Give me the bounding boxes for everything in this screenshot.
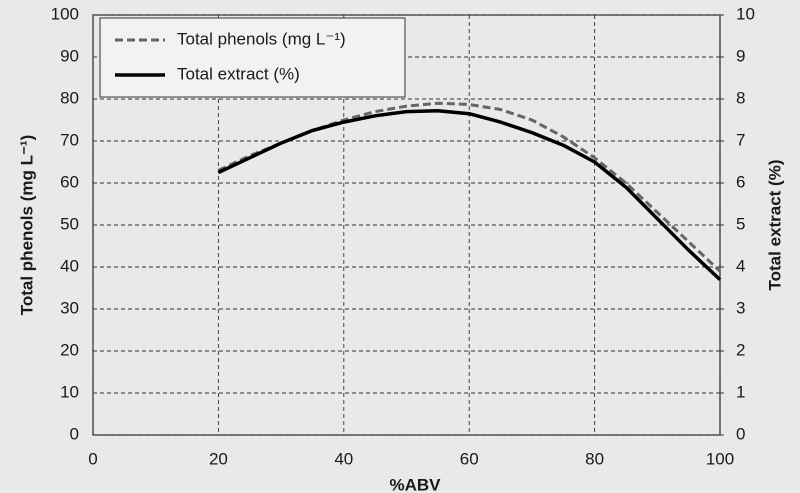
y-tick-label: 70 [60,130,79,149]
x-axis-title: %ABV [389,475,441,493]
y2-tick-label: 2 [736,340,745,359]
y2-tick-label: 4 [736,256,745,275]
x-tick-label: 80 [585,449,604,468]
y-tick-label: 10 [60,382,79,401]
y2-tick-label: 3 [736,298,745,317]
legend-label: Total phenols (mg L⁻¹) [177,29,346,48]
y-tick-label: 40 [60,256,79,275]
y-tick-label: 80 [60,88,79,107]
x-tick-label: 20 [209,449,228,468]
y-tick-label: 30 [60,298,79,317]
legend-box [99,17,406,98]
y-tick-label: 50 [60,214,79,233]
y2-tick-label: 0 [736,424,745,443]
y2-tick-label: 1 [736,382,745,401]
y-tick-label: 20 [60,340,79,359]
series-line [217,109,722,281]
y2-tick-label: 8 [736,88,745,107]
x-tick-label: 60 [460,449,479,468]
y-tick-label: 0 [70,424,79,443]
legend-label: Total extract (%) [177,64,300,83]
y2-tick-label: 5 [736,214,745,233]
y2-tick-label: 10 [736,4,755,23]
y2-tick-label: 6 [736,172,745,191]
y2-axis-title: Total extract (%) [765,160,784,291]
y2-tick-label: 9 [736,46,745,65]
y2-tick-label: 7 [736,130,745,149]
x-tick-label: 40 [334,449,353,468]
y-tick-label: 100 [51,4,79,23]
y-tick-label: 90 [60,46,79,65]
x-tick-label: 0 [88,449,97,468]
y-axis-title: Total phenols (mg L⁻¹) [17,135,36,316]
y-tick-label: 60 [60,172,79,191]
x-tick-label: 100 [706,449,734,468]
